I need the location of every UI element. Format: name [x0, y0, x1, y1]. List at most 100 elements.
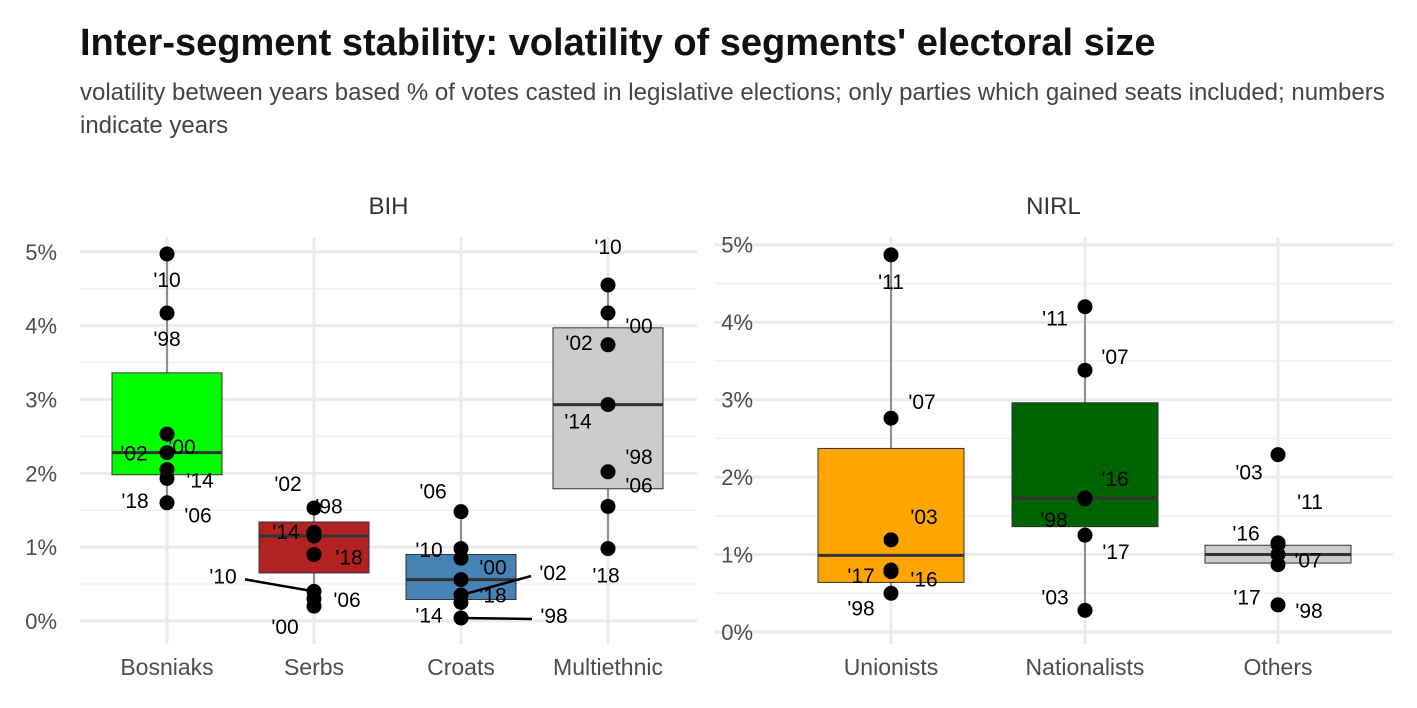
data-point — [600, 498, 616, 514]
x-tick-label: Croats — [427, 654, 495, 680]
chart-title: Inter-segment stability: volatility of s… — [80, 22, 1156, 64]
point-label: '00 — [168, 436, 195, 459]
y-tick-label: 2% — [721, 465, 753, 490]
data-point — [1077, 491, 1093, 507]
data-point — [600, 277, 616, 293]
label-leader-line — [460, 616, 533, 621]
point-label: '98 — [540, 605, 567, 628]
point-label: '06 — [625, 474, 652, 497]
point-label: '17 — [847, 565, 874, 588]
point-label: '14 — [186, 470, 214, 493]
data-point — [1077, 299, 1093, 315]
data-point — [883, 564, 899, 580]
point-label: '07 — [908, 391, 935, 414]
data-point — [883, 410, 899, 426]
y-tick-label: 3% — [721, 388, 753, 413]
data-point — [453, 504, 469, 520]
data-point — [159, 246, 175, 262]
data-point — [600, 397, 616, 413]
box-croats: '06 '00 '10 '18 '02 '14 '98 — [405, 481, 568, 628]
point-label: '98 — [153, 328, 180, 351]
data-point — [159, 426, 175, 442]
point-label: '17 — [1233, 587, 1260, 610]
data-point — [159, 470, 175, 486]
panel-title: NIRL — [1026, 193, 1081, 220]
point-label: '02 — [274, 473, 301, 496]
point-label: '98 — [315, 495, 342, 518]
x-tick-label: Serbs — [284, 654, 344, 680]
data-point — [1270, 597, 1286, 613]
point-label: '14 — [564, 411, 592, 434]
box-nationalists: '11 '07 '16 '98 '17 '03 — [1011, 299, 1159, 618]
data-point — [883, 532, 899, 548]
point-label: '16 — [1232, 522, 1259, 545]
data-point — [159, 445, 175, 461]
data-point — [1077, 527, 1093, 543]
point-label: '02 — [120, 443, 147, 466]
point-label: '16 — [910, 569, 937, 592]
label-leader-line — [460, 574, 532, 597]
point-label: '14 — [415, 604, 443, 627]
point-label: '06 — [184, 504, 211, 527]
point-label: '10 — [594, 236, 621, 259]
point-label: '02 — [565, 332, 592, 355]
point-label: '18 — [335, 546, 362, 569]
x-tick-label: Multiethnic — [553, 654, 663, 680]
chart-subtitle: volatility between years based % of vote… — [80, 79, 1385, 139]
point-label: '98 — [847, 597, 874, 620]
panel-bih: BIH0%1%2%3%4%5%'10'98'00'02'14'06'18'02'… — [25, 193, 697, 680]
label-leader-line — [244, 578, 315, 593]
data-point — [1270, 557, 1286, 573]
box-unionists: '11 '07 '03 '17 '16 '98 — [817, 247, 965, 620]
y-tick-label: 5% — [721, 233, 753, 258]
point-label: '18 — [479, 585, 506, 608]
box-body — [817, 447, 965, 583]
x-tick-label: Bosniaks — [120, 654, 213, 680]
data-point — [306, 528, 322, 544]
point-label: '14 — [272, 521, 300, 544]
data-point — [453, 572, 469, 588]
point-label: '10 — [209, 565, 236, 588]
y-tick-label: 1% — [721, 543, 753, 568]
box-body — [1011, 402, 1159, 528]
y-tick-label: 2% — [25, 461, 57, 486]
panel-title: BIH — [368, 193, 408, 220]
data-point — [306, 500, 322, 516]
data-point — [306, 598, 322, 614]
point-label: '11 — [1297, 491, 1323, 514]
y-tick-label: 4% — [721, 310, 753, 335]
point-label: '98 — [1295, 600, 1322, 623]
box-serbs: '02 '98 '14 '18 '10 '06 '00 — [209, 473, 370, 639]
point-label: '98 — [625, 446, 652, 469]
data-point — [883, 247, 899, 263]
point-label: '10 — [153, 269, 180, 292]
point-label: '03 — [1235, 462, 1262, 485]
point-label: '18 — [592, 565, 619, 588]
point-label: '02 — [539, 562, 566, 585]
panel-nirl: NIRL 0% 1% 2% 3% 4% 5% '11 '07 '03 '17 '16 '98 '11 '07… — [714, 193, 1393, 680]
data-point — [600, 464, 616, 480]
data-point — [453, 594, 469, 610]
y-tick-label: 4% — [25, 314, 57, 339]
box-others: '03 '11 '16 '07 '17 '98 — [1204, 447, 1352, 623]
point-label: '07 — [1101, 346, 1128, 369]
y-tick-label: 3% — [25, 387, 57, 412]
point-label: '07 — [1294, 550, 1321, 573]
data-point — [600, 305, 616, 321]
data-point — [600, 337, 616, 353]
data-point — [600, 541, 616, 557]
data-point — [159, 495, 175, 511]
data-point — [1077, 602, 1093, 618]
data-point — [1270, 447, 1286, 463]
data-point — [453, 610, 469, 626]
point-label: '06 — [419, 481, 446, 504]
point-label: '11 — [878, 271, 904, 294]
point-label: '00 — [479, 557, 506, 580]
y-tick-label: 5% — [25, 240, 57, 265]
data-point — [306, 546, 322, 562]
data-point — [1077, 362, 1093, 378]
y-tick-label: 1% — [25, 535, 57, 560]
point-label: '11 — [1042, 308, 1068, 331]
point-label: '00 — [625, 315, 652, 338]
point-label: '06 — [333, 589, 360, 612]
